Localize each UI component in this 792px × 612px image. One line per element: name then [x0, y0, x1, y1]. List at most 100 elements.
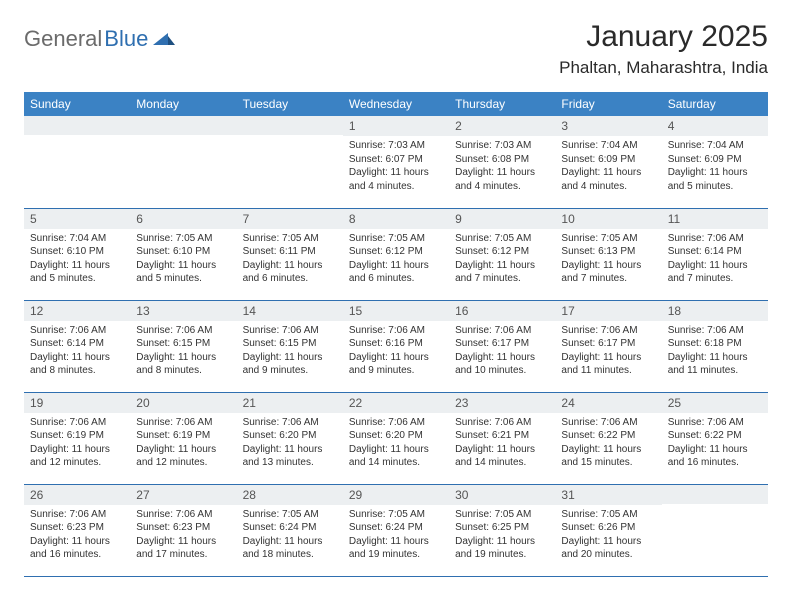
detail-line: and 13 minutes. — [243, 456, 337, 470]
day-details: Sunrise: 7:04 AMSunset: 6:10 PMDaylight:… — [24, 229, 130, 290]
detail-line: Sunset: 6:21 PM — [455, 429, 549, 443]
detail-line: Sunrise: 7:05 AM — [136, 232, 230, 246]
detail-line: Sunrise: 7:06 AM — [136, 324, 230, 338]
detail-line: Daylight: 11 hours — [561, 535, 655, 549]
day-header: Sunday — [24, 92, 130, 116]
detail-line: Sunrise: 7:05 AM — [243, 232, 337, 246]
detail-line: Daylight: 11 hours — [136, 535, 230, 549]
detail-line: Sunrise: 7:04 AM — [668, 139, 762, 153]
detail-line: Daylight: 11 hours — [243, 443, 337, 457]
day-details: Sunrise: 7:04 AMSunset: 6:09 PMDaylight:… — [662, 136, 768, 197]
detail-line: and 12 minutes. — [136, 456, 230, 470]
day-cell: 4Sunrise: 7:04 AMSunset: 6:09 PMDaylight… — [662, 116, 768, 208]
location-subtitle: Phaltan, Maharashtra, India — [559, 58, 768, 78]
detail-line: and 16 minutes. — [30, 548, 124, 562]
detail-line: and 15 minutes. — [561, 456, 655, 470]
detail-line: Sunset: 6:12 PM — [455, 245, 549, 259]
day-cell: 31Sunrise: 7:05 AMSunset: 6:26 PMDayligh… — [555, 484, 661, 576]
day-cell: 14Sunrise: 7:06 AMSunset: 6:15 PMDayligh… — [237, 300, 343, 392]
day-number: 10 — [555, 209, 661, 229]
day-details: Sunrise: 7:03 AMSunset: 6:08 PMDaylight:… — [449, 136, 555, 197]
detail-line: Daylight: 11 hours — [349, 443, 443, 457]
day-number: 1 — [343, 116, 449, 136]
detail-line: Sunrise: 7:06 AM — [561, 416, 655, 430]
week-row: 1Sunrise: 7:03 AMSunset: 6:07 PMDaylight… — [24, 116, 768, 208]
day-number: 31 — [555, 485, 661, 505]
detail-line: Daylight: 11 hours — [30, 351, 124, 365]
detail-line: Sunset: 6:24 PM — [349, 521, 443, 535]
day-cell: 1Sunrise: 7:03 AMSunset: 6:07 PMDaylight… — [343, 116, 449, 208]
detail-line: and 14 minutes. — [349, 456, 443, 470]
day-details: Sunrise: 7:05 AMSunset: 6:26 PMDaylight:… — [555, 505, 661, 566]
detail-line: Sunrise: 7:06 AM — [30, 416, 124, 430]
detail-line: Daylight: 11 hours — [668, 259, 762, 273]
day-number: 24 — [555, 393, 661, 413]
detail-line: Daylight: 11 hours — [30, 535, 124, 549]
day-details: Sunrise: 7:05 AMSunset: 6:12 PMDaylight:… — [343, 229, 449, 290]
day-details: Sunrise: 7:06 AMSunset: 6:20 PMDaylight:… — [343, 413, 449, 474]
detail-line: Sunrise: 7:06 AM — [243, 324, 337, 338]
detail-line: Sunrise: 7:06 AM — [349, 324, 443, 338]
day-details: Sunrise: 7:05 AMSunset: 6:11 PMDaylight:… — [237, 229, 343, 290]
detail-line: and 7 minutes. — [561, 272, 655, 286]
day-details — [24, 135, 130, 142]
day-number — [662, 485, 768, 504]
detail-line: and 7 minutes. — [668, 272, 762, 286]
day-cell: 17Sunrise: 7:06 AMSunset: 6:17 PMDayligh… — [555, 300, 661, 392]
week-row: 19Sunrise: 7:06 AMSunset: 6:19 PMDayligh… — [24, 392, 768, 484]
detail-line: Sunset: 6:08 PM — [455, 153, 549, 167]
day-number — [130, 116, 236, 135]
detail-line: and 5 minutes. — [136, 272, 230, 286]
detail-line: Sunset: 6:23 PM — [30, 521, 124, 535]
detail-line: Daylight: 11 hours — [455, 351, 549, 365]
detail-line: Sunrise: 7:06 AM — [668, 324, 762, 338]
day-details: Sunrise: 7:05 AMSunset: 6:12 PMDaylight:… — [449, 229, 555, 290]
day-details: Sunrise: 7:06 AMSunset: 6:15 PMDaylight:… — [130, 321, 236, 382]
day-number: 25 — [662, 393, 768, 413]
detail-line: and 7 minutes. — [455, 272, 549, 286]
day-details: Sunrise: 7:05 AMSunset: 6:24 PMDaylight:… — [237, 505, 343, 566]
day-header-row: SundayMondayTuesdayWednesdayThursdayFrid… — [24, 92, 768, 116]
detail-line: Sunset: 6:24 PM — [243, 521, 337, 535]
day-details: Sunrise: 7:06 AMSunset: 6:23 PMDaylight:… — [130, 505, 236, 566]
detail-line: Daylight: 11 hours — [349, 259, 443, 273]
title-block: January 2025 Phaltan, Maharashtra, India — [559, 20, 768, 78]
day-number: 30 — [449, 485, 555, 505]
detail-line: and 5 minutes. — [30, 272, 124, 286]
day-cell: 25Sunrise: 7:06 AMSunset: 6:22 PMDayligh… — [662, 392, 768, 484]
detail-line: and 4 minutes. — [561, 180, 655, 194]
detail-line: Daylight: 11 hours — [136, 351, 230, 365]
day-details: Sunrise: 7:06 AMSunset: 6:23 PMDaylight:… — [24, 505, 130, 566]
day-number: 7 — [237, 209, 343, 229]
day-header: Monday — [130, 92, 236, 116]
day-cell — [130, 116, 236, 208]
detail-line: and 8 minutes. — [30, 364, 124, 378]
day-number: 5 — [24, 209, 130, 229]
day-cell: 2Sunrise: 7:03 AMSunset: 6:08 PMDaylight… — [449, 116, 555, 208]
day-cell: 21Sunrise: 7:06 AMSunset: 6:20 PMDayligh… — [237, 392, 343, 484]
detail-line: Sunrise: 7:06 AM — [30, 324, 124, 338]
detail-line: Sunset: 6:09 PM — [668, 153, 762, 167]
calendar-page: GeneralBlue January 2025 Phaltan, Mahara… — [0, 0, 792, 597]
day-cell: 5Sunrise: 7:04 AMSunset: 6:10 PMDaylight… — [24, 208, 130, 300]
day-header: Saturday — [662, 92, 768, 116]
day-number: 6 — [130, 209, 236, 229]
detail-line: Sunrise: 7:06 AM — [136, 508, 230, 522]
day-number: 11 — [662, 209, 768, 229]
detail-line: Sunset: 6:22 PM — [561, 429, 655, 443]
detail-line: Sunrise: 7:05 AM — [349, 508, 443, 522]
detail-line: Sunset: 6:23 PM — [136, 521, 230, 535]
day-cell: 6Sunrise: 7:05 AMSunset: 6:10 PMDaylight… — [130, 208, 236, 300]
day-cell: 13Sunrise: 7:06 AMSunset: 6:15 PMDayligh… — [130, 300, 236, 392]
detail-line: and 8 minutes. — [136, 364, 230, 378]
detail-line: Sunrise: 7:04 AM — [30, 232, 124, 246]
detail-line: Sunset: 6:10 PM — [30, 245, 124, 259]
detail-line: Sunrise: 7:05 AM — [243, 508, 337, 522]
detail-line: and 4 minutes. — [349, 180, 443, 194]
day-number — [237, 116, 343, 135]
day-number: 17 — [555, 301, 661, 321]
day-header: Friday — [555, 92, 661, 116]
detail-line: Sunrise: 7:05 AM — [561, 232, 655, 246]
day-number: 13 — [130, 301, 236, 321]
day-number: 14 — [237, 301, 343, 321]
